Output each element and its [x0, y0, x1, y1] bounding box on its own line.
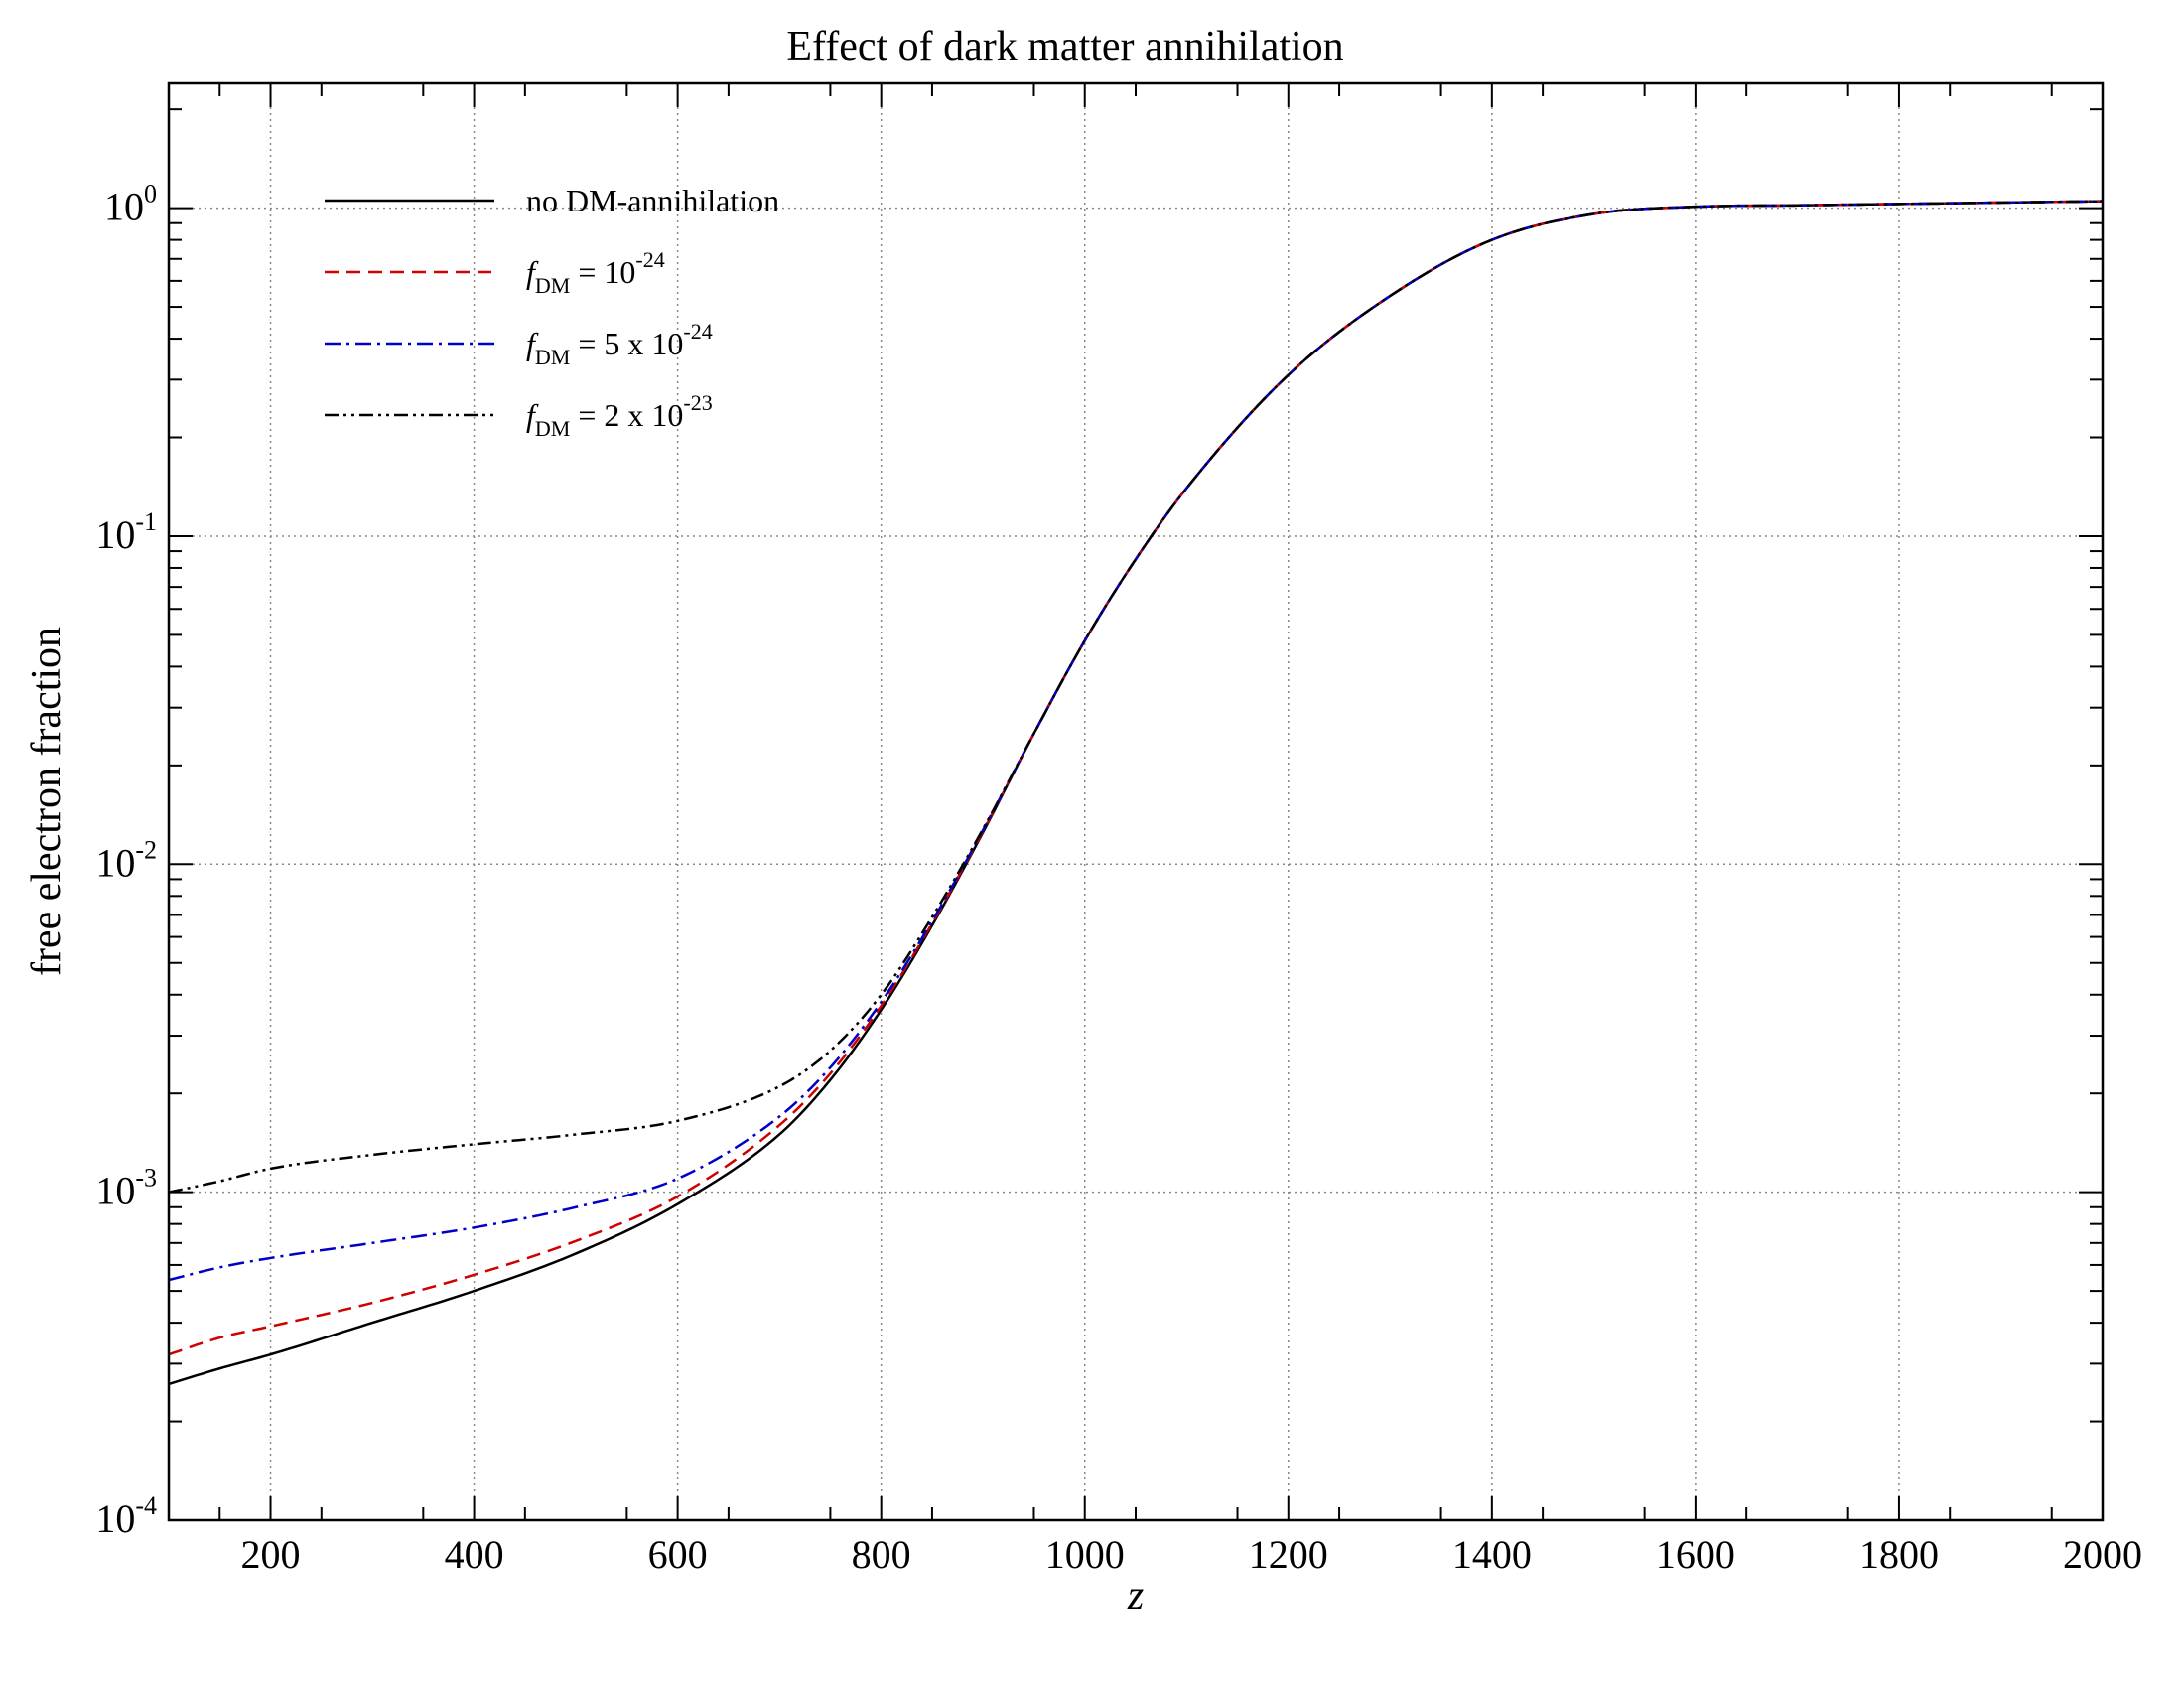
legend-text-part: = 2 x 10 — [570, 397, 683, 433]
x-tick-label: 1800 — [1859, 1532, 1939, 1577]
legend-superscript: -24 — [635, 247, 664, 272]
x-tick-label: 2000 — [2063, 1532, 2142, 1577]
y-tick-exponent: -3 — [135, 1164, 157, 1193]
y-tick-label: 10-2 — [95, 835, 157, 885]
y-tick-base: 10 — [95, 512, 135, 557]
legend-text-part: = 10 — [570, 254, 635, 290]
x-tick-label: 1200 — [1249, 1532, 1328, 1577]
y-tick-label: 100 — [104, 180, 157, 229]
y-tick-exponent: -2 — [135, 835, 157, 864]
legend-superscript: -23 — [683, 390, 712, 415]
y-tick-base: 10 — [95, 1169, 135, 1213]
y-tick-base: 10 — [95, 840, 135, 885]
y-tick-base: 10 — [95, 1496, 135, 1541]
legend-subscript: DM — [535, 345, 570, 369]
legend-superscript: -24 — [683, 319, 712, 344]
y-tick-label: 10-1 — [95, 507, 157, 557]
y-tick-exponent: 0 — [144, 180, 157, 209]
y-tick-base: 10 — [104, 185, 144, 229]
legend-subscript: DM — [535, 416, 570, 441]
y-tick-exponent: -4 — [135, 1491, 157, 1520]
grid — [169, 83, 2103, 1520]
y-tick-exponent: -1 — [135, 507, 157, 536]
legend-label-1: no DM-annihilation — [526, 183, 779, 218]
x-tick-label: 1000 — [1045, 1532, 1125, 1577]
legend-text-part: = 5 x 10 — [570, 326, 683, 361]
legend: no DM-annihilation fDM = 10-24 fDM = 5 x 1… — [325, 183, 779, 441]
tick-labels: 200 400 600 800 1000 1200 1400 1600 1800 200010-4… — [95, 180, 2142, 1577]
series-line-4 — [168, 200, 2104, 1194]
plot-frame — [167, 81, 2105, 1522]
x-tick-label: 400 — [445, 1532, 504, 1577]
x-tick-label: 1600 — [1656, 1532, 1735, 1577]
x-tick-label: 200 — [241, 1532, 301, 1577]
legend-label-3: fDM = 5 x 10-24 — [526, 319, 713, 369]
y-tick-label: 10-4 — [95, 1491, 157, 1541]
y-axis-label: free electron fraction — [24, 627, 69, 976]
legend-label-4: fDM = 2 x 10-23 — [526, 390, 713, 441]
legend-label-2: fDM = 10-24 — [526, 247, 665, 298]
x-tick-label: 800 — [852, 1532, 911, 1577]
series-group — [168, 200, 2104, 1386]
legend-text-part: no DM-annihilation — [526, 183, 779, 218]
x-tick-label: 600 — [648, 1532, 708, 1577]
x-axis-label: z — [1127, 1573, 1144, 1618]
legend-subscript: DM — [535, 273, 570, 298]
x-tick-label: 1400 — [1452, 1532, 1532, 1577]
chart-title: Effect of dark matter annihilation — [786, 24, 1343, 70]
ticks — [169, 83, 2104, 1521]
y-tick-label: 10-3 — [95, 1164, 157, 1213]
